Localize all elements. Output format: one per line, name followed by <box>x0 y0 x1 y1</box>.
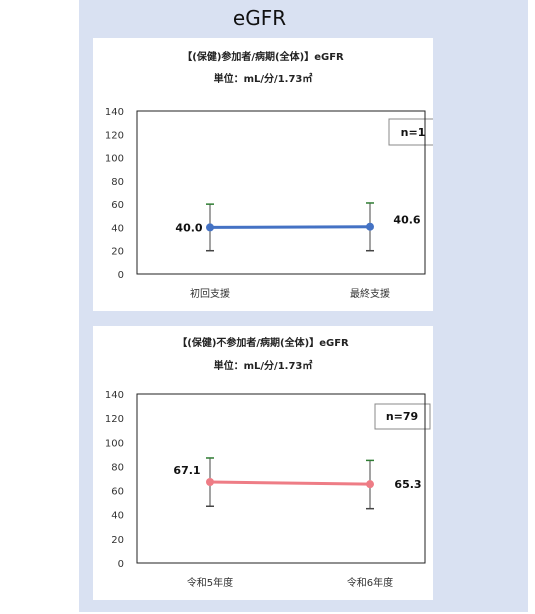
plot-area <box>136 393 426 564</box>
plot-area <box>136 110 426 275</box>
data-point <box>206 223 214 232</box>
figure-frame: eGFR 【(保健)参加者/病期(全体)】eGFR 単位：mL/分/1.73㎡ … <box>79 0 528 612</box>
series-line <box>209 225 371 229</box>
x-category-label: 令和5年度 <box>187 576 233 589</box>
y-tick-label: 0 <box>118 559 124 570</box>
y-tick-label: 80 <box>111 177 124 188</box>
chart-participants: 【(保健)参加者/病期(全体)】eGFR 単位：mL/分/1.73㎡ n=1 0… <box>105 50 439 300</box>
y-tick-label: 140 <box>105 107 124 118</box>
y-tick-label: 60 <box>111 487 124 498</box>
data-label: 65.3 <box>394 478 421 491</box>
y-tick-label: 120 <box>105 414 124 425</box>
y-tick-label: 0 <box>118 270 124 281</box>
data-point <box>366 480 374 489</box>
y-tick-label: 20 <box>111 535 124 546</box>
series-line <box>209 480 371 486</box>
data-label: 40.0 <box>175 221 202 234</box>
chart-title: 【(保健)参加者/病期(全体)】eGFR <box>182 50 344 63</box>
sample-size-box <box>374 403 431 430</box>
data-label: 40.6 <box>393 214 420 227</box>
y-tick-label: 60 <box>111 200 124 211</box>
y-tick-label: 40 <box>111 223 124 234</box>
y-tick-label: 140 <box>105 390 124 401</box>
x-category-label: 令和6年度 <box>347 576 393 589</box>
chart-title: 【(保健)不参加者/病期(全体)】eGFR <box>177 336 349 349</box>
data-point <box>206 478 214 487</box>
page-title: eGFR <box>232 6 287 30</box>
y-tick-label: 20 <box>111 247 124 258</box>
x-category-label: 初回支援 <box>190 287 230 300</box>
y-tick-label: 120 <box>105 130 124 141</box>
y-tick-label: 80 <box>111 462 124 473</box>
sample-size-label: n=79 <box>386 410 418 423</box>
chart-unit-label: 単位：mL/分/1.73㎡ <box>214 359 313 372</box>
y-tick-label: 100 <box>105 438 124 449</box>
y-tick-label: 40 <box>111 511 124 522</box>
chart-panel-nonparticipants: 【(保健)不参加者/病期(全体)】eGFR 単位：mL/分/1.73㎡ n=79… <box>93 326 433 600</box>
chart-unit-label: 単位：mL/分/1.73㎡ <box>214 72 313 85</box>
chart-nonparticipants: 【(保健)不参加者/病期(全体)】eGFR 単位：mL/分/1.73㎡ n=79… <box>105 336 431 589</box>
sample-size-box <box>388 118 439 146</box>
data-point <box>366 222 374 231</box>
x-category-label: 最終支援 <box>350 287 390 300</box>
sample-size-label: n=1 <box>401 126 426 139</box>
data-label: 67.1 <box>173 464 200 477</box>
y-tick-label: 100 <box>105 154 124 165</box>
chart-panel-participants: 【(保健)参加者/病期(全体)】eGFR 単位：mL/分/1.73㎡ n=1 0… <box>93 38 439 311</box>
